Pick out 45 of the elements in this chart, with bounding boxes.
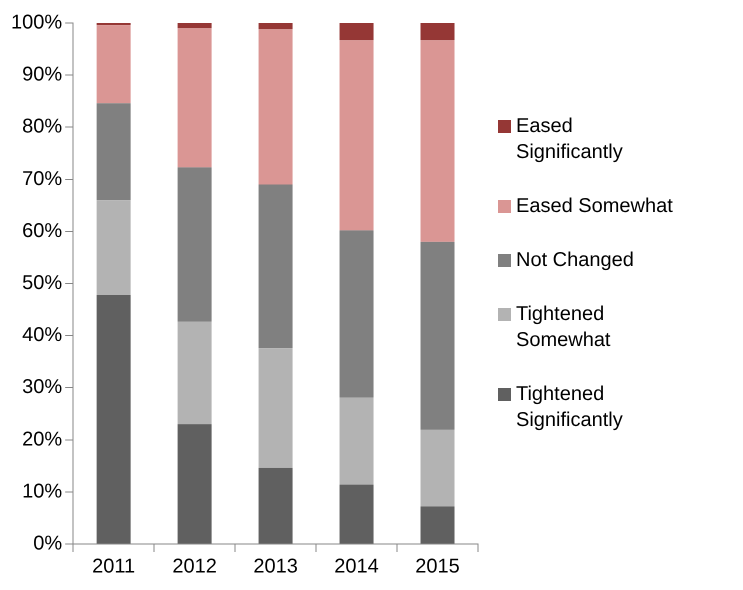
bar [178,23,212,28]
bar [420,506,455,544]
bar [96,294,131,544]
x-tick-label: 2011 [92,556,136,578]
bar [258,29,293,185]
bar [420,23,455,40]
y-tick-label: 10% [22,480,62,502]
bar [96,103,131,200]
bar [258,23,293,30]
bar [178,322,212,424]
bar [340,230,374,398]
y-tick-label: 80% [22,116,62,138]
bar [96,200,131,295]
bar [340,40,374,230]
y-tick-label: 0% [33,532,62,555]
legend-label: Eased Significantly [516,114,624,165]
bar [178,424,212,544]
bar [340,484,374,544]
bar [420,242,455,430]
bar [420,430,455,506]
bar [258,348,293,468]
bar [258,468,293,544]
bar [96,25,131,104]
bar [178,167,212,322]
y-tick-label: 40% [22,324,62,346]
bar [258,184,293,348]
x-tick-label: 2015 [415,556,460,578]
x-tick-label: 2012 [172,556,217,578]
bar [340,398,374,485]
y-tick-label: 100% [10,12,62,34]
y-tick-label: 30% [22,376,62,398]
x-tick-label: 2014 [334,556,379,578]
bar [420,40,455,242]
bar [340,23,374,40]
legend-label: Not Changed [516,248,634,273]
y-tick-label: 90% [22,64,62,86]
y-tick-label: 60% [22,220,62,242]
y-tick-label: 20% [22,428,62,450]
legend-label: Tightened Significantly [516,382,624,433]
legend-label: Eased Somewhat [516,194,673,219]
y-tick-label: 70% [22,168,62,190]
y-tick-label: 50% [22,272,62,294]
bar [178,28,212,168]
legend-label: Tightened Somewhat [516,302,612,353]
x-tick-label: 2013 [253,556,298,578]
